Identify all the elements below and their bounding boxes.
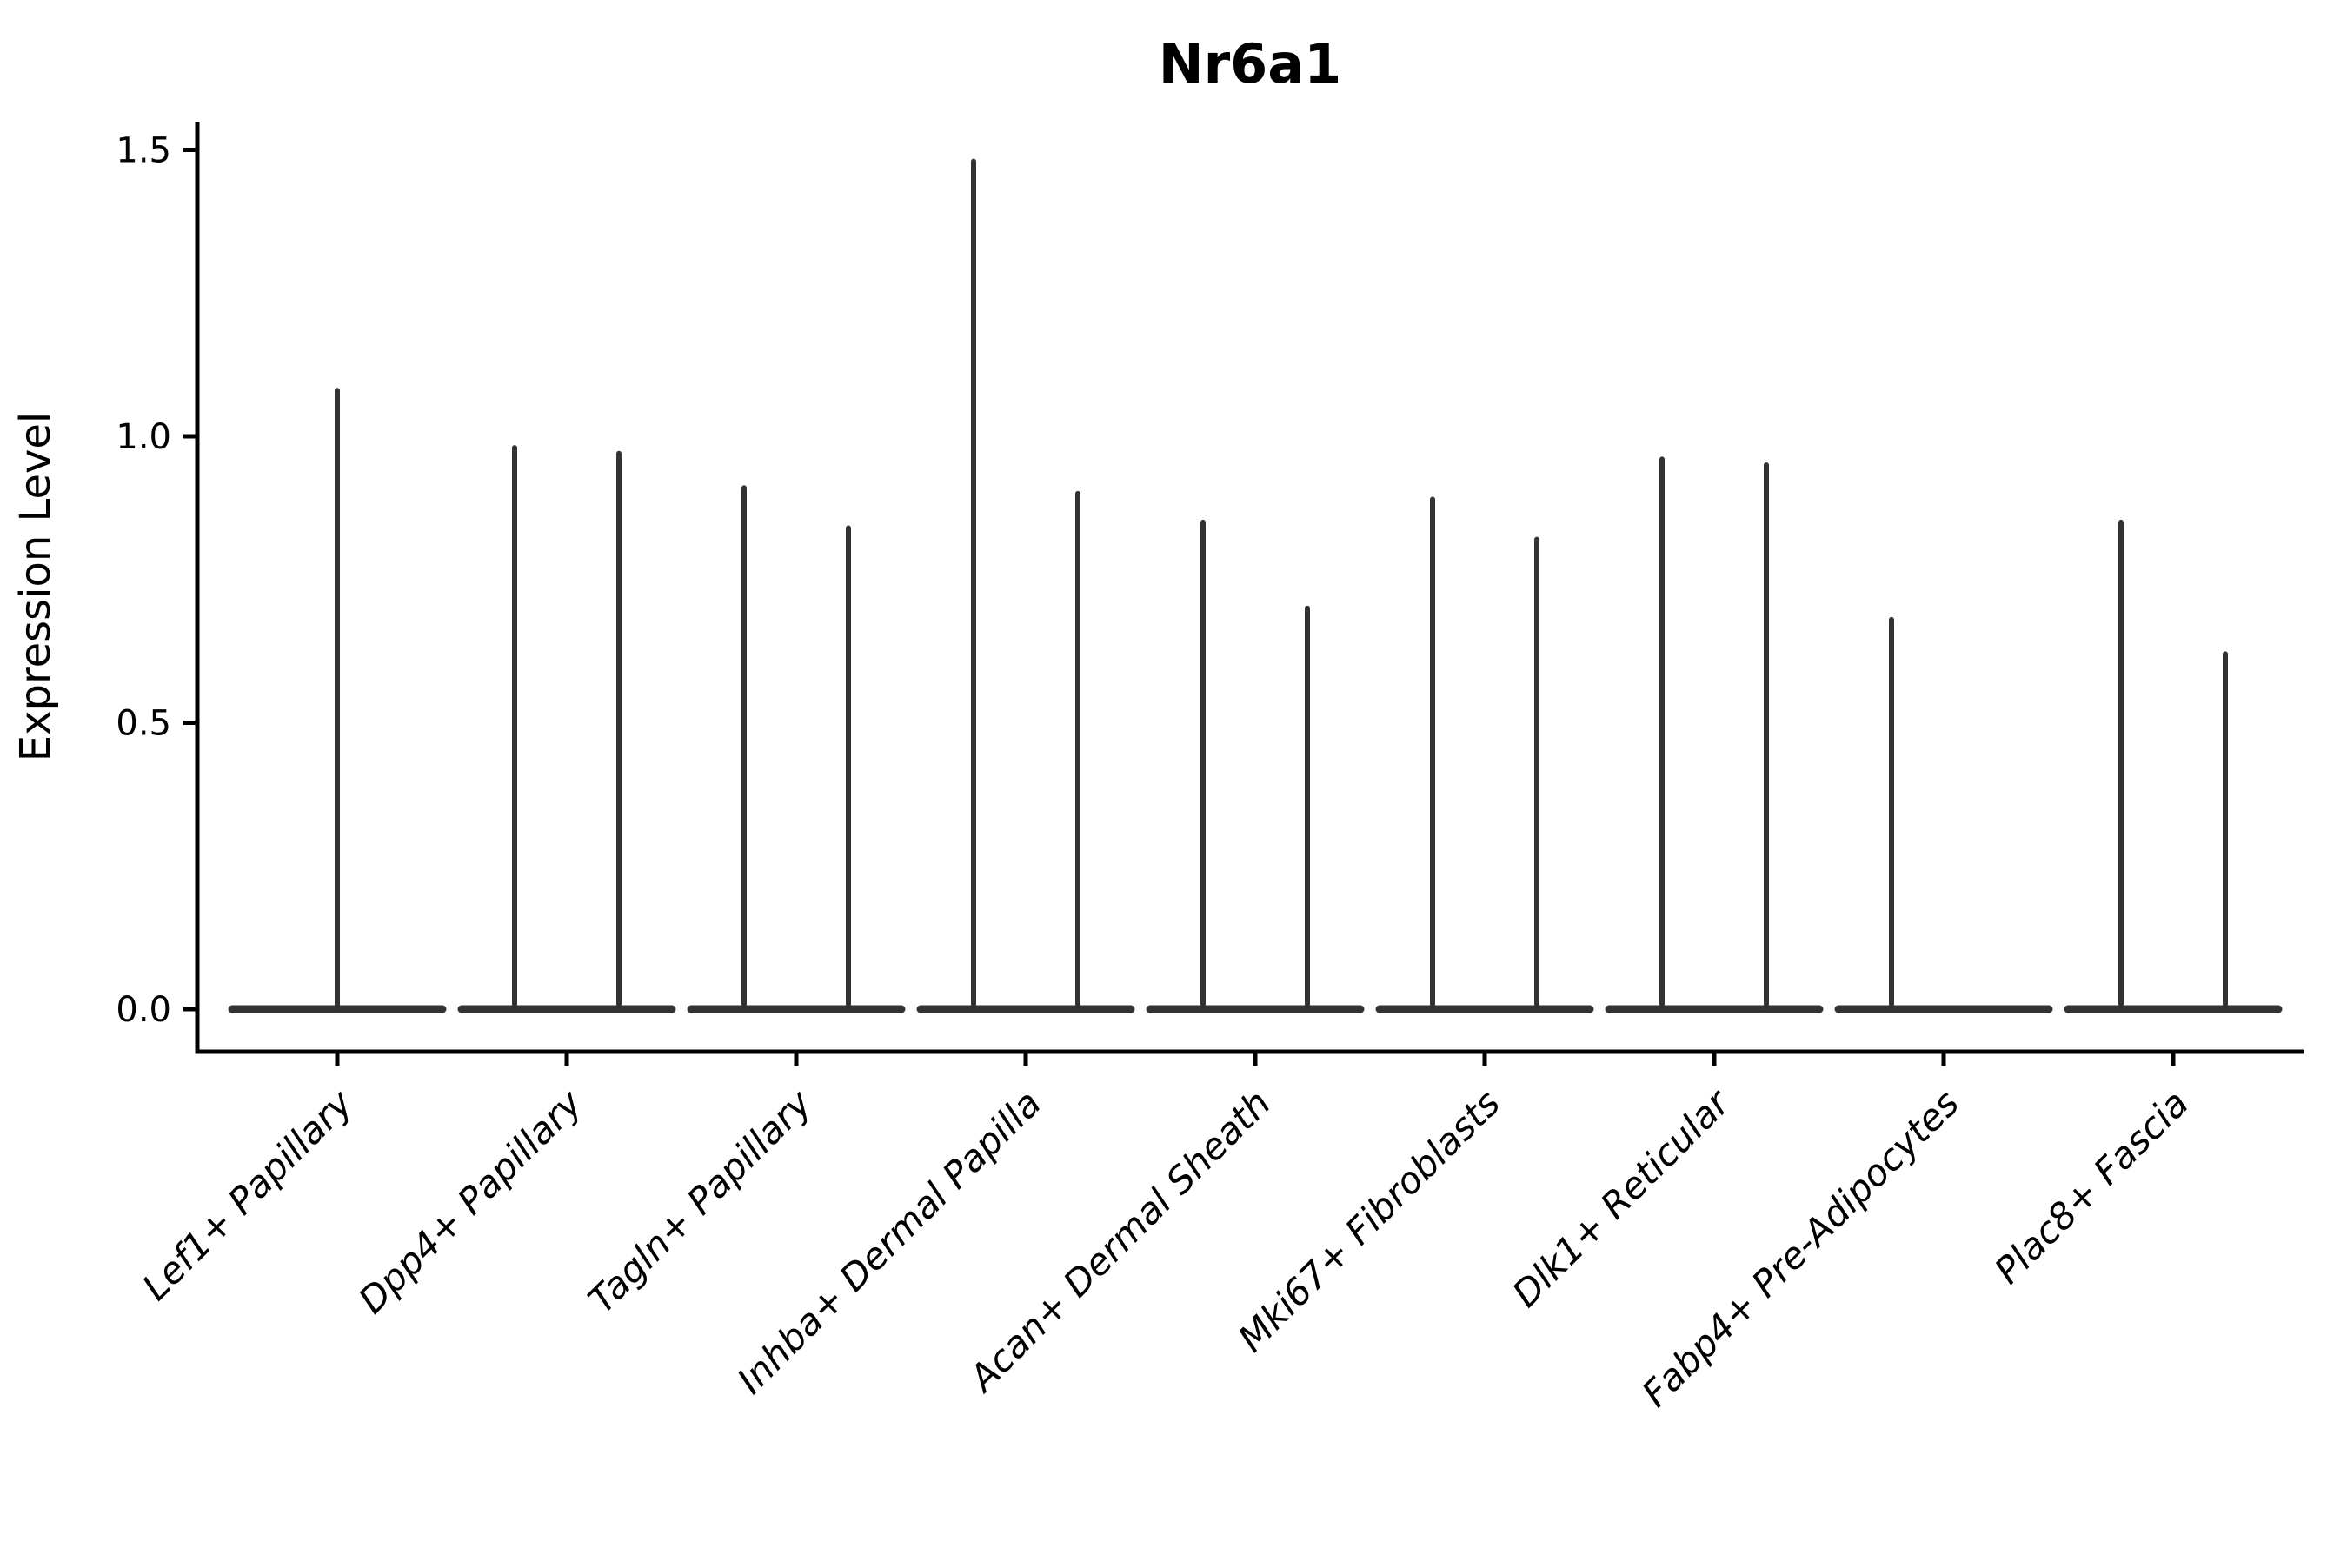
y-tick-label: 1.5 <box>116 131 171 171</box>
x-tick-label: Lef1+ Papillary <box>134 1081 362 1309</box>
x-tick-label: Mki67+ Fibroblasts <box>1230 1081 1508 1359</box>
x-tick-label: Dpp4+ Papillary <box>350 1081 591 1322</box>
y-tick-label: 1.0 <box>116 417 171 457</box>
y-axis-title: Expression Level <box>11 412 60 762</box>
chart-title: Nr6a1 <box>1159 32 1342 96</box>
x-tick-label: Tagln+ Papillary <box>580 1081 821 1322</box>
y-tick-label: 0.5 <box>116 704 171 744</box>
x-tick-label: Dlk1+ Reticular <box>1504 1080 1739 1315</box>
x-tick-label: Plac8+ Fascia <box>1986 1081 2197 1292</box>
y-tick-label: 0.0 <box>116 990 171 1030</box>
